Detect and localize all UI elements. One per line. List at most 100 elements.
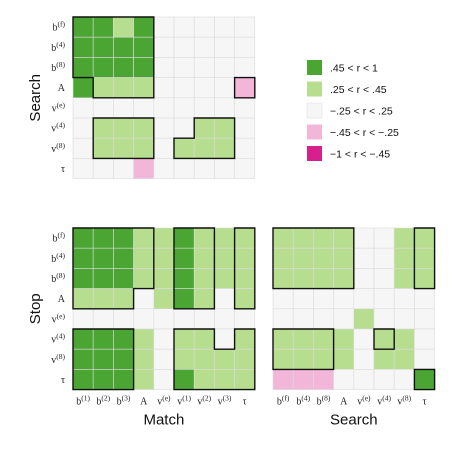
heatmap-cell <box>113 227 134 249</box>
heatmap-cell <box>313 308 334 330</box>
heatmap-cell <box>292 268 314 289</box>
heatmap-cell <box>133 158 155 179</box>
heatmap-cell <box>193 16 215 38</box>
heatmap-cell <box>153 288 175 310</box>
heatmap-cell <box>153 328 175 350</box>
heatmap-cell <box>414 328 435 350</box>
heatmap-cell <box>92 247 114 269</box>
heatmap-cell <box>173 308 195 330</box>
heatmap-cell <box>313 268 334 289</box>
heatmap-cell <box>234 268 256 289</box>
cluster-outline <box>72 16 155 99</box>
heatmap-cell <box>72 308 94 330</box>
heatmap-cell <box>214 117 235 139</box>
legend-label: −1 < r < −.45 <box>330 149 390 161</box>
heatmap-cell <box>393 268 415 289</box>
legend-label: −.25 < r < .25 <box>330 106 393 118</box>
heatmap-cell <box>113 308 134 330</box>
heatmap-cell <box>214 16 235 38</box>
heatmap-cell <box>414 227 435 249</box>
heatmap-cell <box>214 348 235 370</box>
heatmap-cell <box>173 369 195 390</box>
column-tick-label: v(2) <box>197 394 211 408</box>
heatmap-cell <box>92 268 114 289</box>
heatmap-cell <box>173 16 195 38</box>
column-tick-label: b(2) <box>96 394 110 408</box>
heatmap-cell <box>393 227 415 249</box>
column-tick-label: b(f) <box>277 394 290 408</box>
heatmap-cell <box>353 268 375 289</box>
heatmap-cell <box>72 268 94 289</box>
heatmap-cell <box>234 158 256 179</box>
heatmap-cell <box>153 247 175 269</box>
heatmap-cell <box>234 288 256 310</box>
heatmap-cell <box>113 158 134 179</box>
row-tick-label: b(4) <box>51 40 65 54</box>
legend-swatch <box>307 81 322 97</box>
row-tick-label: A <box>58 83 66 94</box>
heatmap-cell <box>133 97 155 119</box>
heatmap-cell <box>193 137 215 159</box>
heatmap-cell <box>272 247 294 269</box>
heatmap-cell <box>153 77 175 99</box>
legend-swatch <box>307 146 322 161</box>
heatmap-cell <box>173 137 195 159</box>
heatmap-cell <box>113 328 134 350</box>
row-tick-label: v(4) <box>51 332 65 346</box>
heatmap-cell <box>353 288 375 310</box>
cluster-outline <box>413 227 436 290</box>
row-tick-label: v(e) <box>52 100 66 114</box>
cluster-outline <box>272 227 355 290</box>
heatmap-cell <box>353 348 375 370</box>
heatmap-cell <box>373 288 395 310</box>
heatmap-cell <box>353 227 375 249</box>
heatmap-cell <box>113 117 134 139</box>
heatmap-cell <box>214 137 235 159</box>
column-group-title: Search <box>330 412 378 429</box>
heatmap-cell <box>373 227 395 249</box>
heatmap-cell <box>333 247 355 269</box>
heatmap-cell <box>333 369 355 390</box>
heatmap-panel-1 <box>72 227 256 391</box>
heatmap-cell <box>353 308 375 330</box>
heatmap-cell <box>193 227 215 249</box>
column-tick-label: v(1) <box>177 394 191 408</box>
heatmap-cell <box>113 77 134 99</box>
heatmap-cell <box>133 247 155 269</box>
heatmap-cell <box>272 227 294 249</box>
heatmap-cell <box>272 288 294 310</box>
heatmap-cell <box>113 36 134 58</box>
cluster-outline <box>233 76 256 99</box>
heatmap-cell <box>214 328 235 350</box>
heatmap-cell <box>414 288 435 310</box>
heatmap-cell <box>373 369 395 390</box>
heatmap-cell <box>92 97 114 119</box>
heatmap-cell <box>133 328 155 350</box>
heatmap-cell <box>272 369 294 390</box>
heatmap-cell <box>373 328 395 350</box>
heatmap-cell <box>113 16 134 38</box>
column-tick-label: b(1) <box>76 394 90 408</box>
heatmap-cell <box>292 308 314 330</box>
heatmap-cell <box>153 117 175 139</box>
heatmap-cell <box>193 247 215 269</box>
heatmap-cell <box>173 328 195 350</box>
heatmap-cell <box>234 227 256 249</box>
row-tick-label: v(8) <box>51 352 65 366</box>
heatmap-cell <box>92 36 114 58</box>
heatmap-cell <box>173 227 195 249</box>
row-tick-label: v(8) <box>51 141 65 155</box>
column-tick-label: v(e) <box>357 394 371 408</box>
heatmap-cell <box>193 328 215 350</box>
heatmap-cell <box>292 348 314 370</box>
heatmap-cell <box>234 369 256 390</box>
heatmap-cell <box>133 268 155 289</box>
heatmap-cell <box>72 158 94 179</box>
heatmap-cell <box>153 227 175 249</box>
heatmap-cell <box>113 369 134 390</box>
heatmap-cell <box>193 117 215 139</box>
heatmap-cell <box>153 97 175 119</box>
heatmap-cell <box>92 369 114 390</box>
row-tick-label: b(4) <box>51 251 65 265</box>
heatmap-panel-0 <box>72 16 256 179</box>
